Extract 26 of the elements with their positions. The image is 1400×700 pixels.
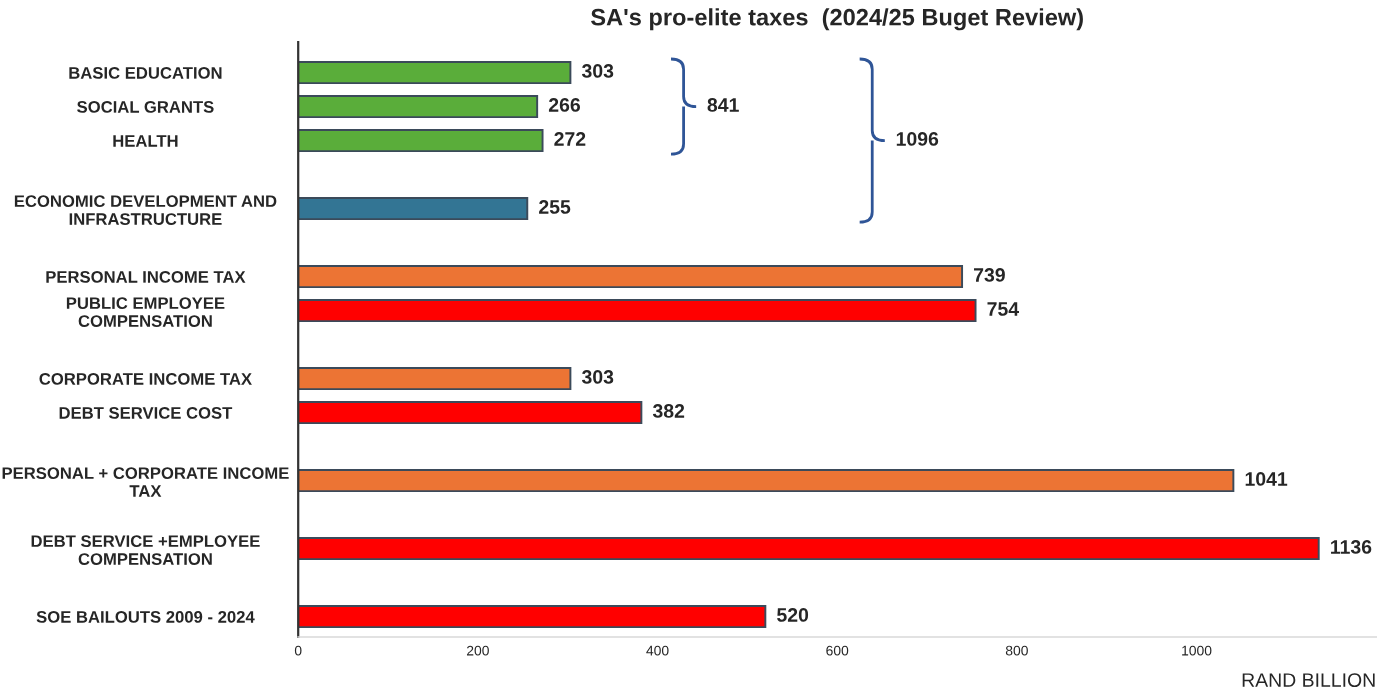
data-label: 1041 (1245, 472, 1288, 486)
y-tick-label: CORPORATE INCOME TAX (39, 373, 252, 385)
x-axis-title: RAND BILLION (1242, 673, 1375, 687)
data-label: 1136 (1331, 540, 1372, 554)
data-label: 303 (581, 64, 614, 78)
y-tick-label: BASIC EDUCATION (69, 67, 222, 79)
data-label: 272 (554, 132, 586, 146)
data-label: 754 (987, 302, 1019, 316)
data-label: 382 (652, 404, 685, 418)
y-tick-label: SOCIAL GRANTS (77, 101, 214, 113)
y-tick-label: PERSONAL + CORPORATE INCOME TAX (2, 467, 289, 497)
data-label: 739 (974, 268, 1005, 282)
y-tick-label: DEBT SERVICE COST (59, 407, 233, 419)
data-label: 255 (539, 200, 571, 214)
y-tick-label: DEBT SERVICE +EMPLOYEE COMPENSATION (31, 535, 260, 565)
y-tick-label: PUBLIC EMPLOYEE COMPENSATION (66, 297, 225, 327)
y-tick-label: SOE BAILOUTS 2009 - 2024 (36, 611, 255, 623)
y-tick-label: ECONOMIC DEVELOPMENT AND INFRASTRUCTURE (14, 195, 277, 225)
y-tick-label: HEALTH (113, 135, 178, 147)
annotation: 841 (707, 98, 739, 112)
data-label: 520 (777, 608, 809, 622)
annotation: 1096 (896, 132, 939, 146)
data-label: 303 (581, 370, 614, 384)
y-tick-label: PERSONAL INCOME TAX (46, 271, 246, 283)
data-label: 266 (548, 98, 581, 112)
chart-title: SA's pro-elite taxes (2024/25 Buget Review) (591, 8, 1083, 31)
